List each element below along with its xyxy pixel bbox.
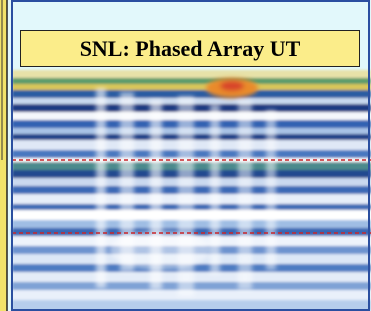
slide-panel: SNL: Phased Array UT	[0, 0, 371, 311]
panel-title: SNL: Phased Array UT	[20, 30, 360, 67]
